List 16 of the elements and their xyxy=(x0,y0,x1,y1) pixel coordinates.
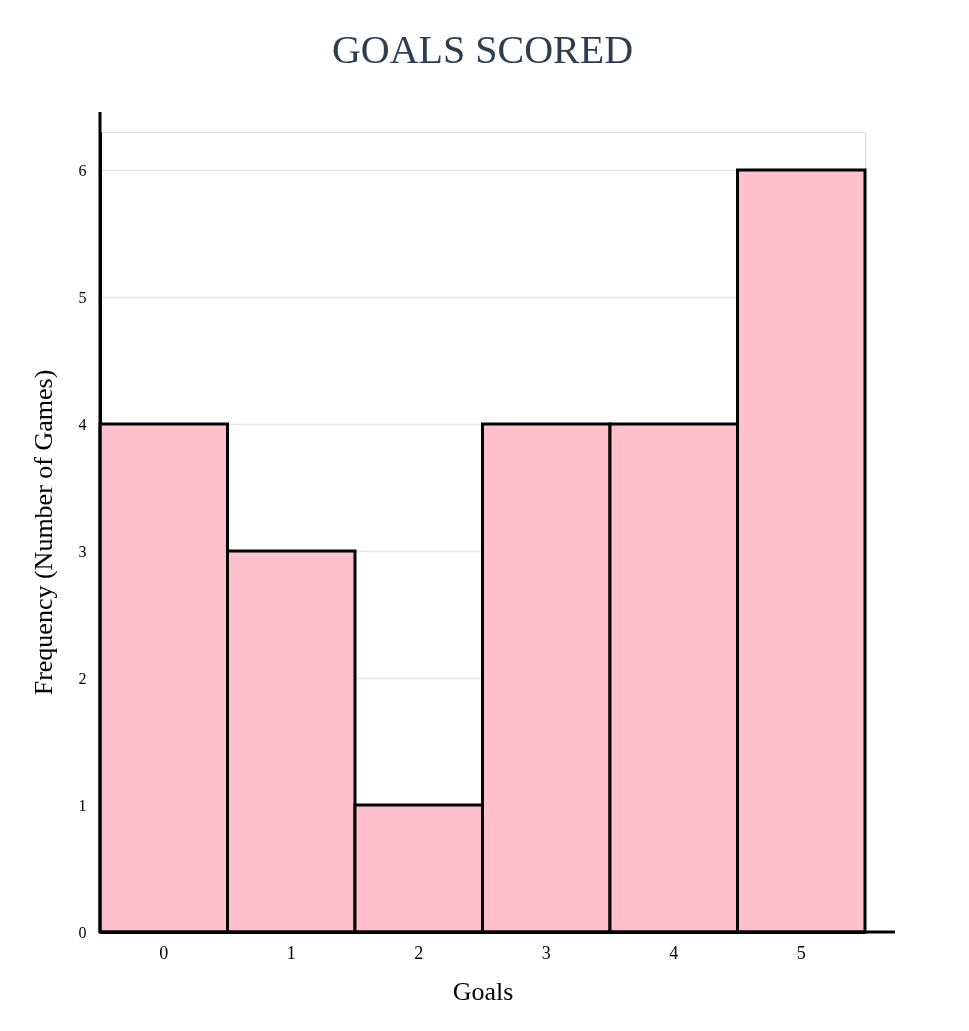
chart-title: GOALS SCORED xyxy=(331,26,634,72)
y-tick-label: 0 xyxy=(78,923,87,941)
x-axis-title: Goals xyxy=(452,976,514,1006)
y-tick-label: 6 xyxy=(78,161,87,179)
y-tick-label: 2 xyxy=(78,669,87,687)
x-tick-label: 4 xyxy=(669,942,679,963)
x-tick-label: 5 xyxy=(796,942,806,963)
y-tick-label: 5 xyxy=(78,288,87,306)
x-tick-label: 1 xyxy=(286,942,296,963)
y-tick-label: 1 xyxy=(78,796,87,814)
x-tick-label: 0 xyxy=(159,942,169,963)
y-tick-label: 3 xyxy=(78,542,87,560)
y-tick-label: 4 xyxy=(78,415,87,433)
x-tick-label: 2 xyxy=(414,942,424,963)
x-tick-label: 3 xyxy=(541,942,551,963)
y-axis-title: Frequency (Number of Games) xyxy=(28,369,58,696)
